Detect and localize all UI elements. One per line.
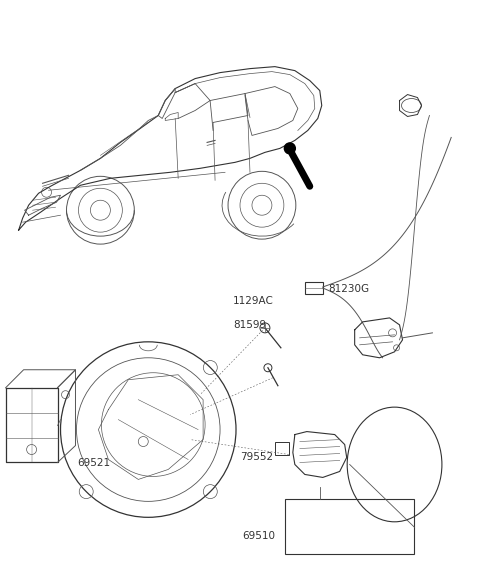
Text: 1129AC: 1129AC: [233, 296, 274, 306]
Text: 81599: 81599: [233, 320, 266, 330]
Text: 81230G: 81230G: [328, 284, 370, 294]
Circle shape: [284, 143, 295, 154]
Text: 69510: 69510: [243, 531, 276, 541]
Text: 79552: 79552: [240, 452, 273, 462]
Text: 69521: 69521: [77, 458, 110, 468]
